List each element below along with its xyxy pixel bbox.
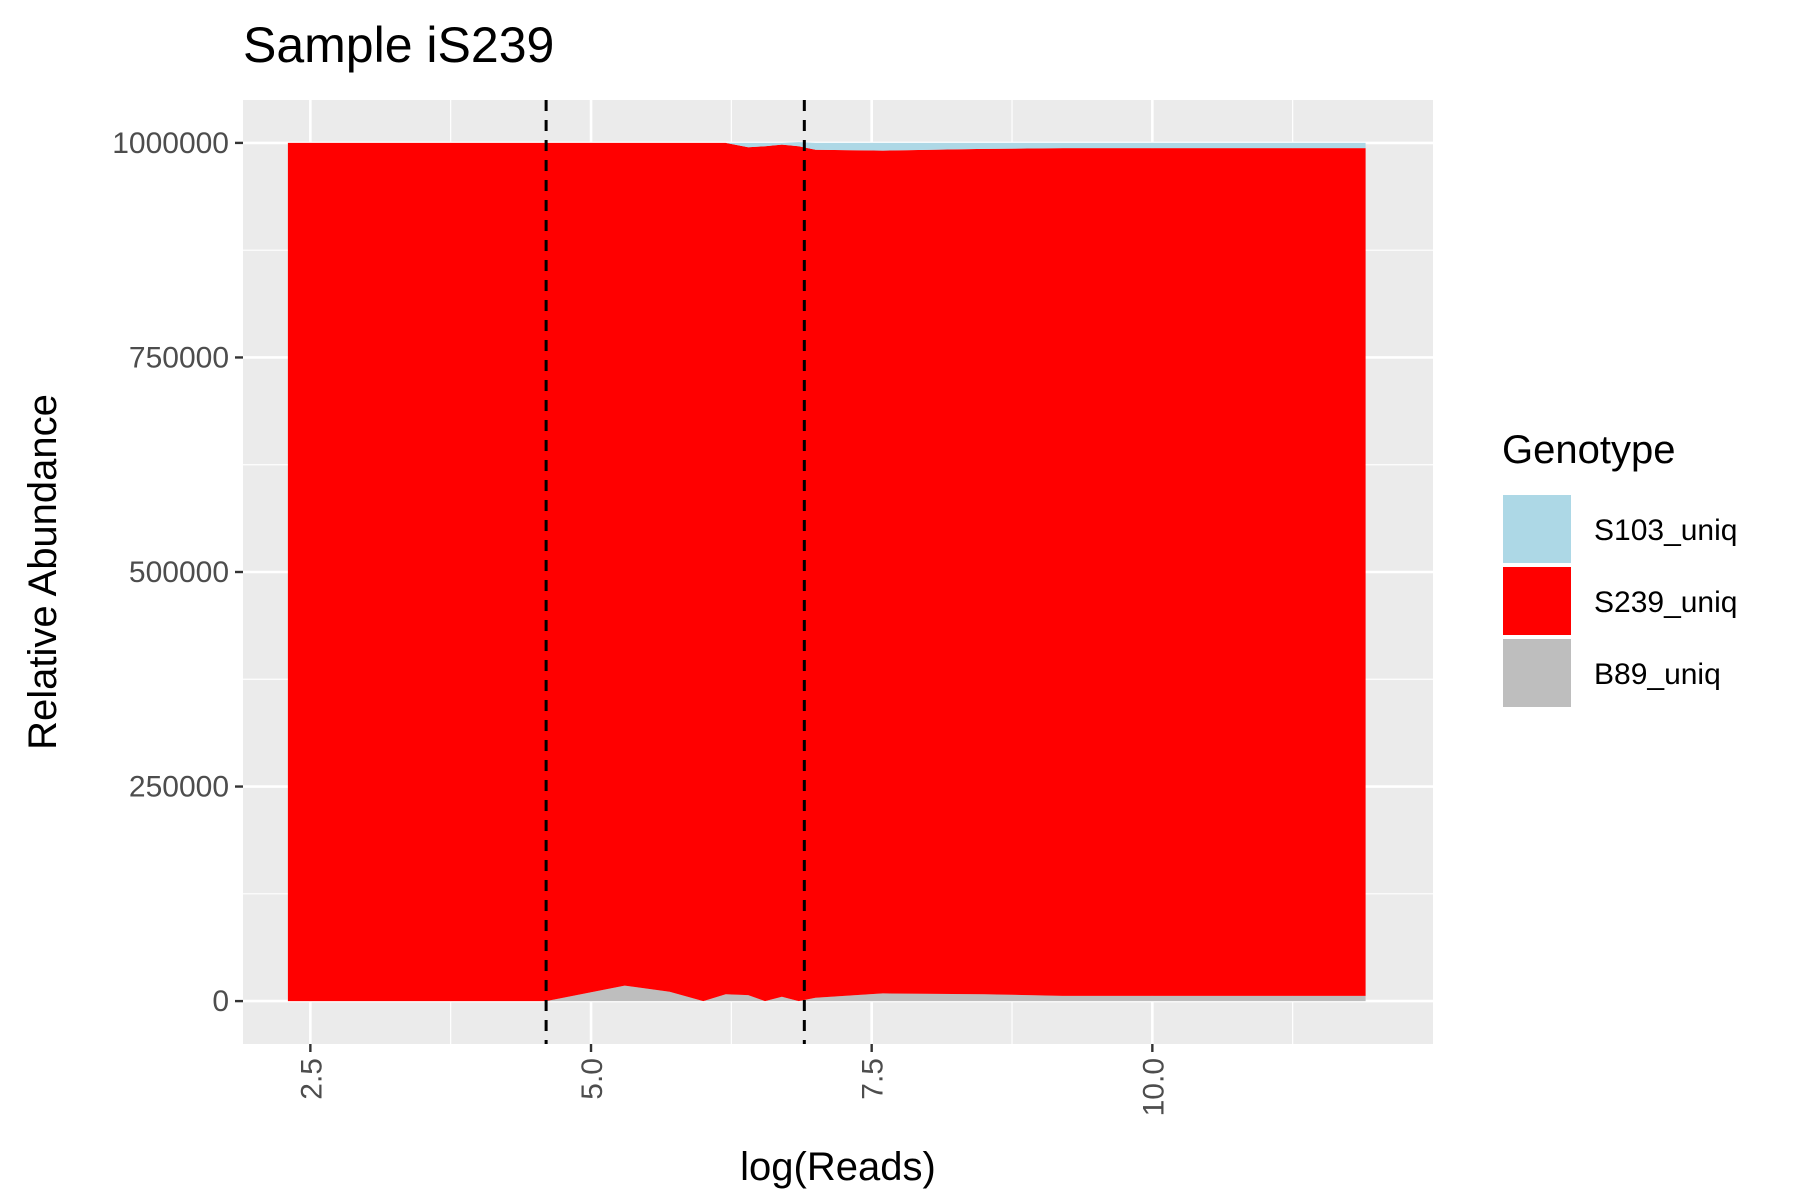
- x-tick-label: 2.5: [295, 1058, 328, 1100]
- legend-key-s239-uniq: [1501, 565, 1573, 637]
- y-axis: 0 250000 500000 750000 1000000: [112, 127, 243, 1018]
- legend-key-s103-uniq: [1501, 493, 1573, 565]
- y-tick-label: 1000000: [112, 127, 229, 160]
- x-tick-label: 10.0: [1137, 1058, 1170, 1116]
- x-tick-label: 5.0: [576, 1058, 609, 1100]
- x-axis-title: log(Reads): [740, 1145, 936, 1189]
- legend-key-b89-uniq: [1501, 637, 1573, 709]
- y-tick-label: 0: [212, 985, 229, 1018]
- legend-label: B89_uniq: [1594, 658, 1721, 691]
- area-b89-uniq: [287, 985, 1366, 1002]
- legend-label: S239_uniq: [1594, 586, 1737, 619]
- chart-title: Sample iS239: [243, 17, 554, 73]
- reference-lines: [544, 100, 806, 1044]
- y-tick-label: 500000: [129, 556, 229, 589]
- area-layers: [287, 142, 1366, 1002]
- x-axis: 2.5 5.0 7.5 10.0: [295, 1044, 1170, 1116]
- y-tick-label: 750000: [129, 341, 229, 374]
- area-s103-uniq: [287, 142, 1366, 151]
- legend-title: Genotype: [1502, 428, 1675, 472]
- legend-label: S103_uniq: [1594, 514, 1737, 547]
- y-tick-label: 250000: [129, 771, 229, 804]
- x-tick-label: 7.5: [857, 1058, 890, 1100]
- y-axis-title: Relative Abundance: [21, 394, 65, 750]
- legend: S103_uniq S239_uniq B89_uniq: [1501, 493, 1737, 709]
- area-s239-uniq: [287, 142, 1366, 1002]
